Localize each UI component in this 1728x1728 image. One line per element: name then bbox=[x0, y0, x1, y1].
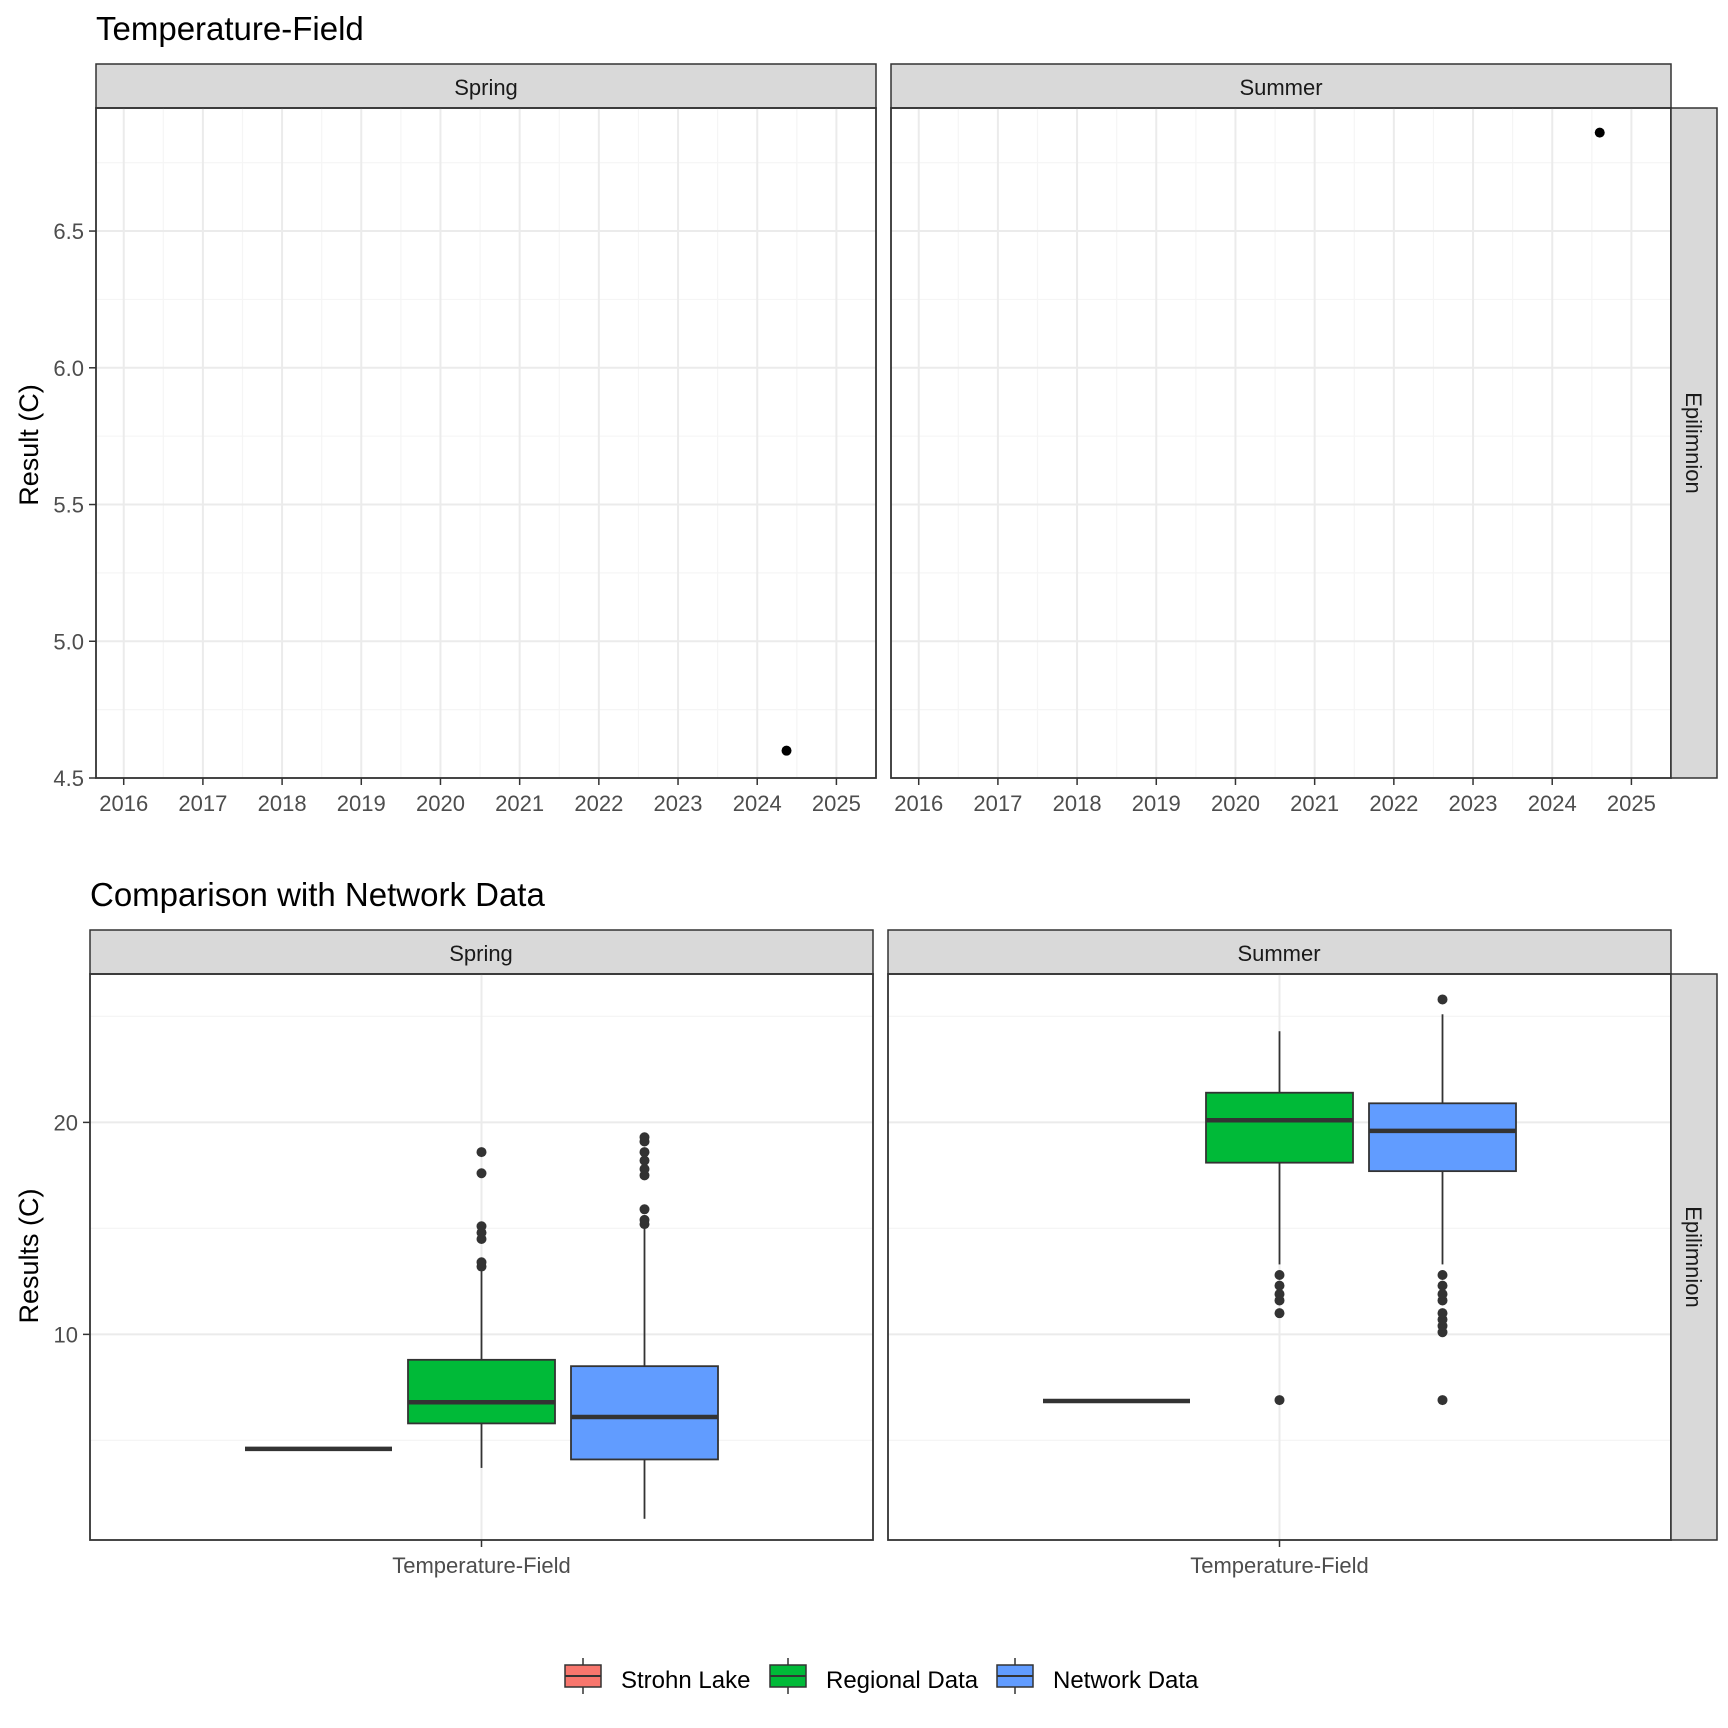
chart2-summer-outlier-point bbox=[1437, 1270, 1448, 1281]
chart2-panel-summer: Summer Temperature-Field bbox=[887, 929, 1672, 1578]
chart2-summer-outlier-point bbox=[1437, 1280, 1448, 1291]
chart2-spring-box-body bbox=[570, 1365, 719, 1461]
chart1-summer-x-tick-label: 2016 bbox=[894, 791, 943, 816]
chart1-summer-gridlines bbox=[891, 108, 1671, 779]
chart1-spring-x-tick-label: 2016 bbox=[99, 791, 148, 816]
chart2-summer-outlier-point bbox=[1437, 1308, 1448, 1319]
chart1-spring-data-point bbox=[781, 745, 792, 756]
chart2-summer-outlier-point bbox=[1274, 1280, 1285, 1291]
chart1-y-tick-label: 6.5 bbox=[53, 219, 84, 244]
chart2-spring-strip bbox=[89, 929, 874, 975]
chart1-spring-x-tick-label: 2025 bbox=[812, 791, 861, 816]
chart2-summer-outlier-point bbox=[1437, 994, 1448, 1005]
chart1-summer-x-tick-label: 2017 bbox=[973, 791, 1022, 816]
chart2-spring-outlier-point bbox=[639, 1204, 650, 1215]
chart2-summer-strip bbox=[887, 929, 1672, 975]
chart2-spring-outlier-point bbox=[639, 1155, 650, 1166]
chart2-summer-outlier-point bbox=[1274, 1270, 1285, 1281]
chart2-summer-outlier-point bbox=[1437, 1395, 1448, 1406]
chart2-summer-box-network-data bbox=[1368, 994, 1517, 1406]
chart2-row-strip bbox=[1670, 973, 1718, 1541]
legend-item-network-data: Network Data bbox=[996, 1658, 1199, 1694]
temperature-field-chart: Temperature-Field Result (C) Spring 2016… bbox=[14, 10, 1718, 816]
chart1-summer-strip-label: Summer bbox=[1239, 75, 1322, 100]
chart1-y-axis-label: Result (C) bbox=[14, 384, 44, 506]
chart1-y-tick-label: 4.5 bbox=[53, 766, 84, 791]
chart2-spring-box-regional-data bbox=[407, 1147, 556, 1468]
chart2-spring-outlier-point bbox=[476, 1147, 487, 1158]
chart1-summer-points bbox=[1594, 127, 1605, 138]
chart2-summer-box-body bbox=[1368, 1102, 1517, 1173]
chart1-summer-x-axis: 2016 2017 2018 2019 2020 2021 2022 2023 2024 2025 bbox=[894, 778, 1656, 816]
chart1-spring-x-tick-label: 2021 bbox=[495, 791, 544, 816]
chart1-spring-panel-border bbox=[95, 107, 877, 779]
chart1-summer-x-tick-label: 2022 bbox=[1369, 791, 1418, 816]
chart2-spring-outlier-point bbox=[476, 1221, 487, 1232]
legend-item-regional-data: Regional Data bbox=[769, 1658, 979, 1694]
chart2-spring-box-network-data bbox=[570, 1132, 719, 1519]
chart2-spring-y-axis: 10 20 bbox=[54, 1110, 90, 1347]
chart2-summer-x-axis: Temperature-Field bbox=[1190, 1540, 1369, 1578]
chart1-panel-spring: Spring 2016 2017 2018 2019 2020 2021 2022 2023 2… bbox=[53, 63, 877, 816]
chart1-row-strip bbox=[1670, 107, 1718, 779]
chart2-row-strip-label: Epilimnion bbox=[1681, 1206, 1706, 1308]
chart1-spring-x-axis: 2016 2017 2018 2019 2020 2021 2022 2023 2024 2025 bbox=[99, 778, 861, 816]
chart2-spring-outlier-point bbox=[639, 1164, 650, 1175]
chart1-spring-x-tick-label: 2024 bbox=[733, 791, 782, 816]
chart1-summer-x-tick-label: 2023 bbox=[1449, 791, 1498, 816]
chart1-title: Temperature-Field bbox=[96, 10, 364, 47]
chart1-y-tick-label: 5.0 bbox=[53, 629, 84, 654]
chart2-title: Comparison with Network Data bbox=[90, 876, 545, 913]
chart2-summer-outlier-point bbox=[1274, 1395, 1285, 1406]
legend-label-network-data: Network Data bbox=[1053, 1667, 1199, 1694]
chart1-row-strip-label: Epilimnion bbox=[1681, 392, 1706, 494]
chart2-summer-strip-label: Summer bbox=[1237, 941, 1320, 966]
comparison-chart: Comparison with Network Data Results (C)… bbox=[14, 876, 1718, 1578]
chart1-y-tick-label: 5.5 bbox=[53, 493, 84, 518]
chart1-summer-x-tick-label: 2025 bbox=[1607, 791, 1656, 816]
chart2-spring-box-body bbox=[407, 1358, 556, 1425]
chart2-summer-box-regional-data bbox=[1205, 1031, 1354, 1406]
chart2-spring-outlier-point bbox=[639, 1147, 650, 1158]
chart1-spring-x-tick-label: 2023 bbox=[654, 791, 703, 816]
chart1-spring-x-tick-label: 2018 bbox=[258, 791, 307, 816]
chart1-summer-x-tick-label: 2021 bbox=[1290, 791, 1339, 816]
chart1-spring-x-tick-label: 2019 bbox=[337, 791, 386, 816]
chart1-summer-x-tick-label: 2024 bbox=[1528, 791, 1577, 816]
legend-item-strohn-lake: Strohn Lake bbox=[564, 1658, 750, 1694]
chart2-summer-x-tick-label: Temperature-Field bbox=[1190, 1553, 1369, 1578]
chart1-spring-strip-label: Spring bbox=[454, 75, 518, 100]
chart2-spring-outlier-point bbox=[476, 1257, 487, 1268]
chart2-summer-outlier-point bbox=[1437, 1289, 1448, 1300]
chart2-y-tick-label: 20 bbox=[54, 1110, 78, 1135]
chart1-summer-x-tick-label: 2020 bbox=[1211, 791, 1260, 816]
chart2-y-tick-label: 10 bbox=[54, 1322, 78, 1347]
chart2-summer-outlier-point bbox=[1274, 1308, 1285, 1319]
chart2-summer-boxes bbox=[1043, 994, 1517, 1406]
chart2-summer-outlier-point bbox=[1274, 1289, 1285, 1300]
chart2-spring-x-axis: Temperature-Field bbox=[392, 1540, 571, 1578]
chart2-spring-outlier-point bbox=[476, 1168, 487, 1179]
chart2-spring-boxes bbox=[245, 1132, 719, 1519]
chart1-spring-x-tick-label: 2022 bbox=[574, 791, 623, 816]
chart1-spring-points bbox=[781, 745, 792, 756]
chart2-y-axis-label: Results (C) bbox=[14, 1188, 44, 1323]
chart1-summer-x-tick-label: 2018 bbox=[1053, 791, 1102, 816]
chart2-spring-strip-label: Spring bbox=[449, 941, 513, 966]
chart2-spring-x-tick-label: Temperature-Field bbox=[392, 1553, 571, 1578]
chart1-spring-x-tick-label: 2017 bbox=[178, 791, 227, 816]
legend-label-regional-data: Regional Data bbox=[826, 1667, 979, 1694]
chart2-spring-outlier-point bbox=[639, 1214, 650, 1225]
legend-label-strohn-lake: Strohn Lake bbox=[621, 1667, 750, 1694]
chart2-spring-outlier-point bbox=[639, 1132, 650, 1143]
legend: Strohn Lake Regional Data Network Data bbox=[564, 1658, 1199, 1694]
chart1-spring-y-axis: 4.5 5.0 5.5 6.0 6.5 bbox=[53, 219, 96, 791]
chart1-summer-x-tick-label: 2019 bbox=[1132, 791, 1181, 816]
chart2-summer-box-body bbox=[1205, 1091, 1354, 1164]
chart1-summer-data-point bbox=[1594, 127, 1605, 138]
chart2-panel-spring: Spring Temperature-Field 10 20 bbox=[54, 929, 874, 1578]
chart1-spring-x-tick-label: 2020 bbox=[416, 791, 465, 816]
chart1-y-tick-label: 6.0 bbox=[53, 356, 84, 381]
